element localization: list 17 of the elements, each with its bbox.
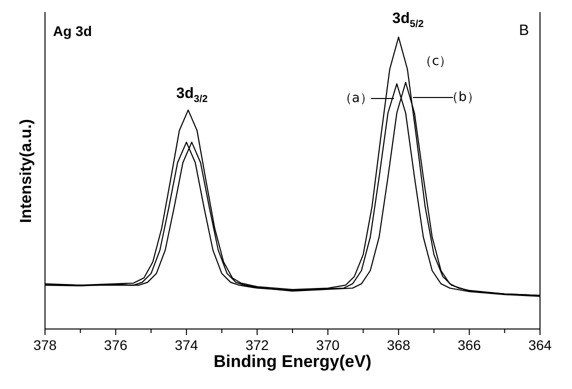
x-tick-label: 372	[245, 337, 270, 353]
legend-label: （a）	[338, 90, 373, 107]
x-tick-label: 374	[174, 337, 198, 353]
text: 3d$_{5/2}$	[392, 10, 424, 30]
x-tick-label: 376	[104, 337, 128, 353]
text: （b）	[446, 89, 480, 106]
x-axis-title: Binding Energy(eV)	[212, 352, 372, 372]
x-tick-label: 378	[33, 337, 57, 353]
x-tick-label: 366	[458, 337, 482, 353]
y-axis-title: Intensity(a.u.)	[18, 118, 36, 223]
annotation: B	[518, 22, 530, 40]
series-label: （c）	[418, 53, 452, 70]
annotation: Ag 3d	[53, 23, 92, 40]
x-tick-label: 370	[316, 337, 340, 353]
x-tick-label: 368	[386, 337, 410, 353]
x-tick-label: 364	[528, 337, 552, 353]
annotation: 3d$_{3/2}$	[176, 85, 208, 105]
